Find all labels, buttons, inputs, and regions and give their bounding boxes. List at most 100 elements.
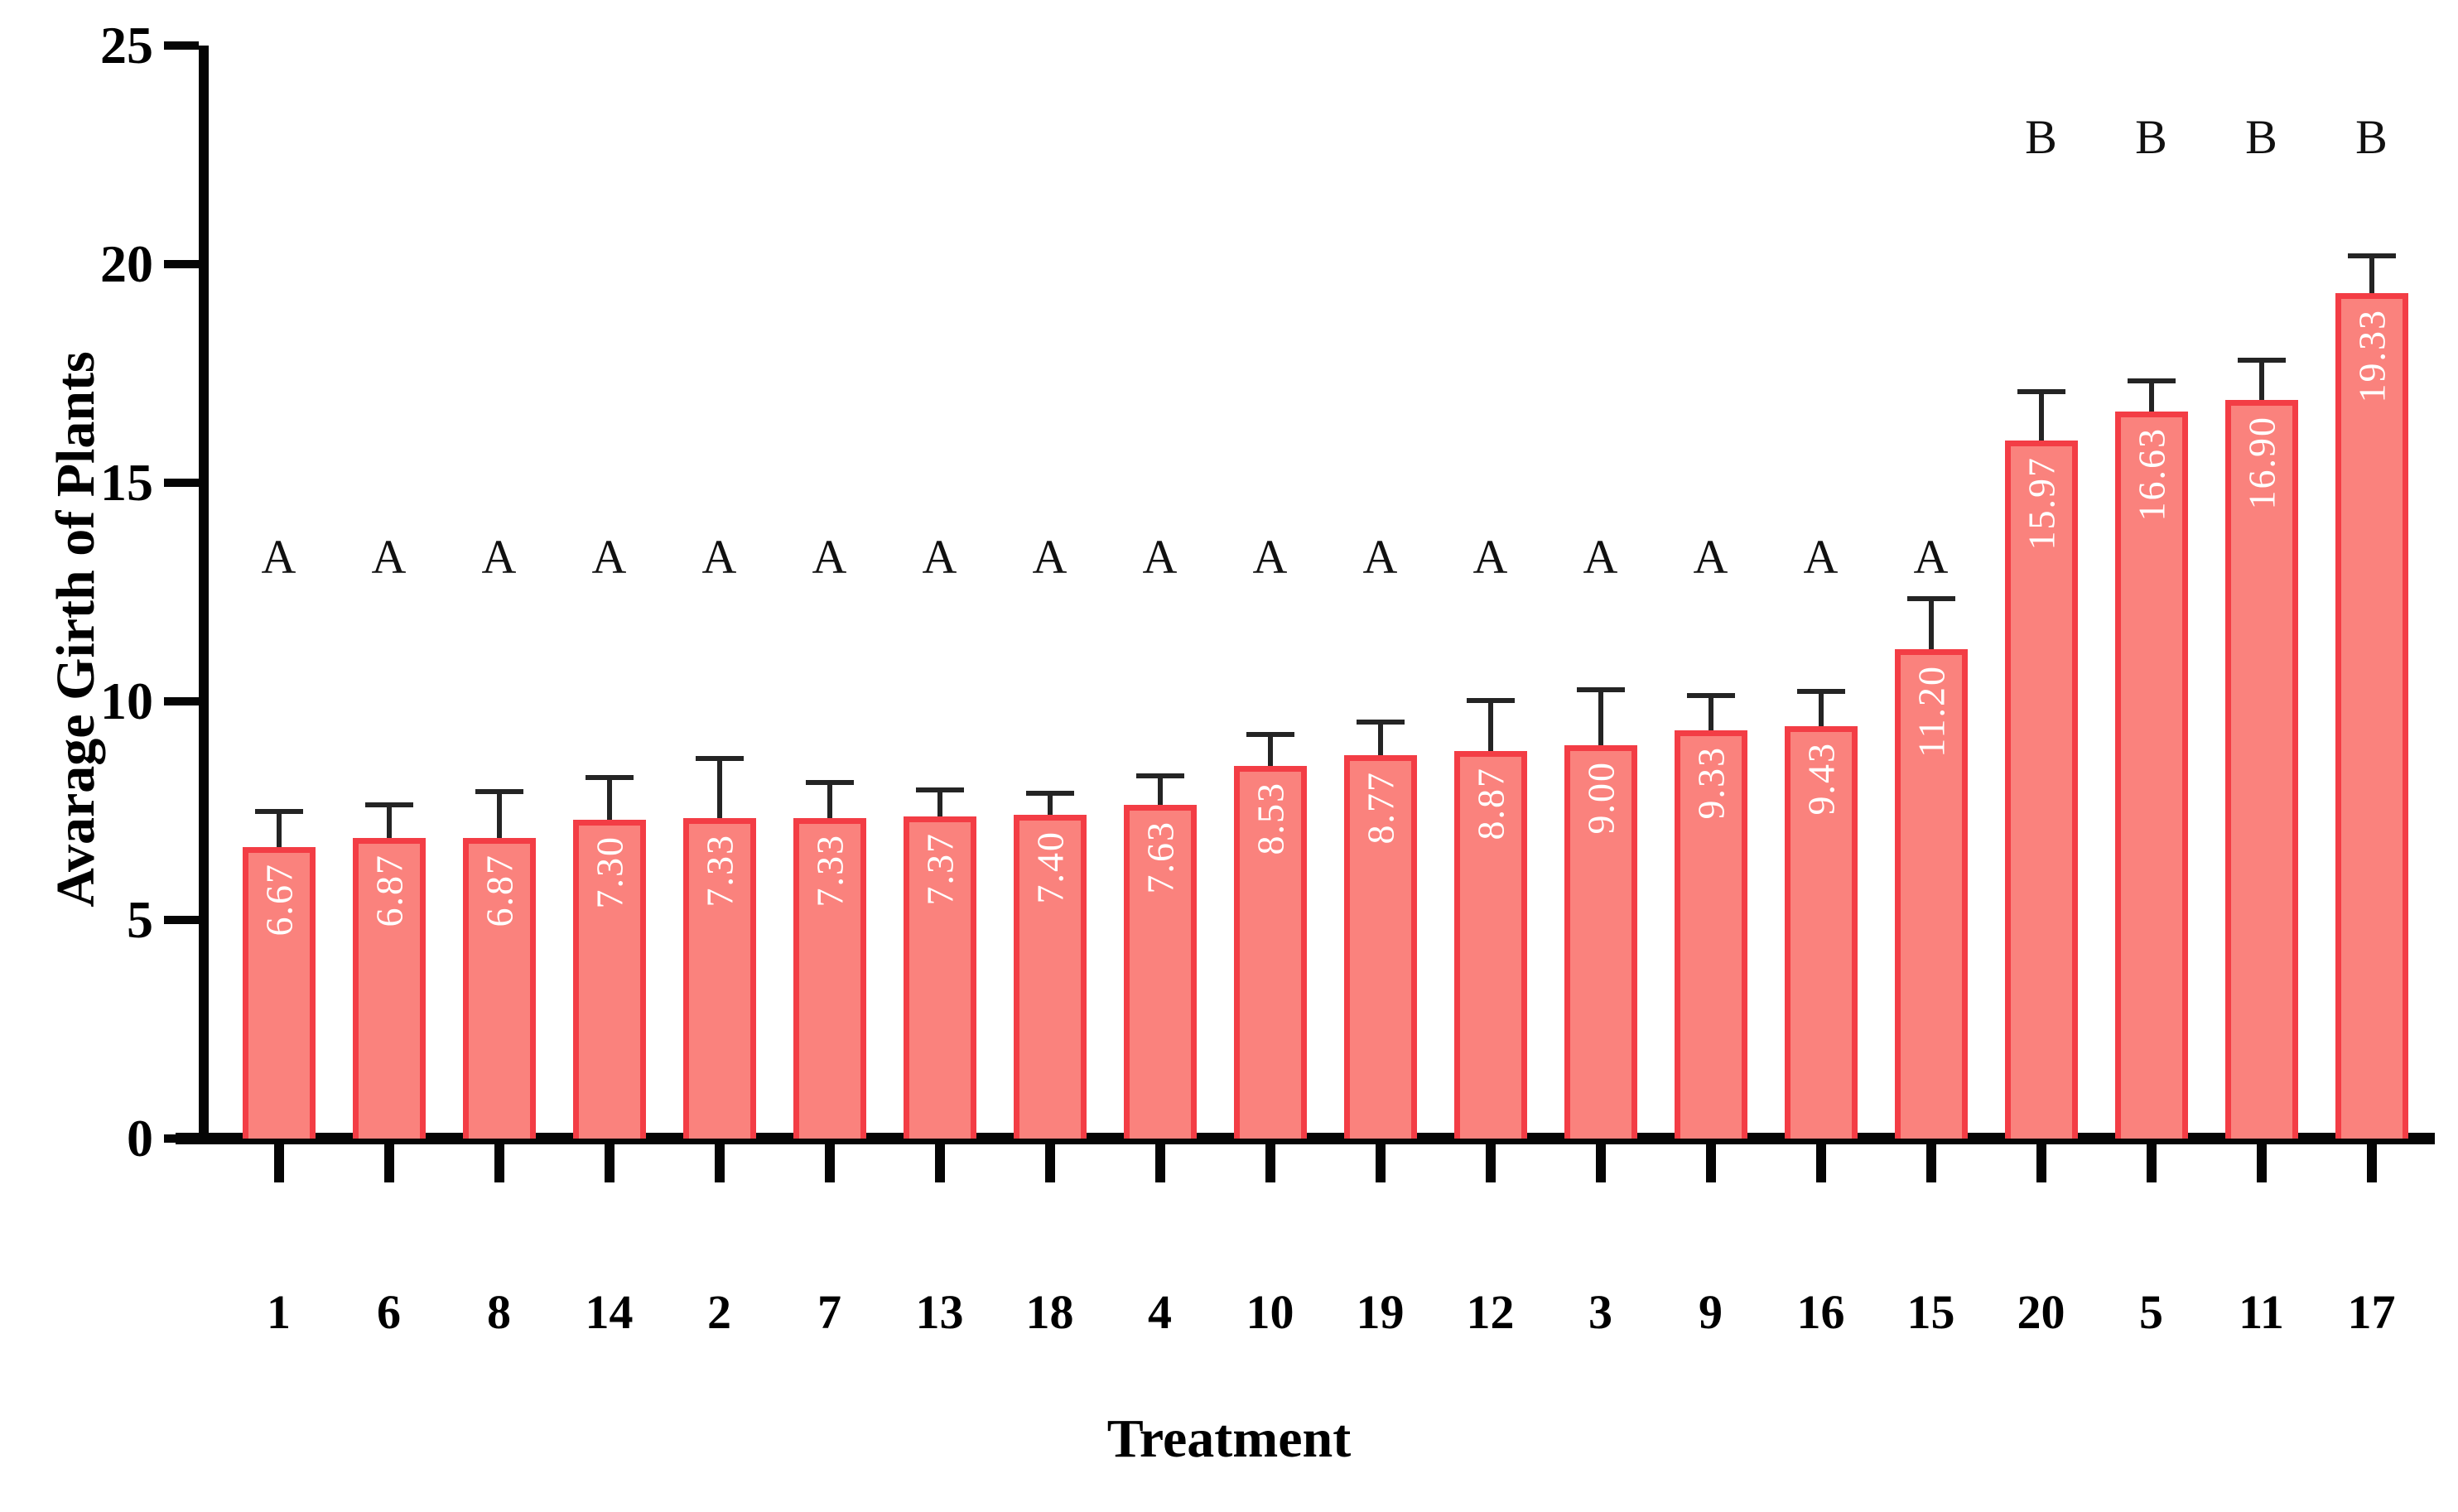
bar: 6.87 [462, 838, 536, 1139]
bar-value-label: 9.33 [1689, 746, 1732, 820]
bar-value-label: 11.20 [1910, 664, 1952, 758]
x-tick-label: 7 [817, 1285, 841, 1339]
x-tick-label: 13 [915, 1285, 964, 1339]
significance-letter: A [1693, 529, 1728, 584]
bar-slot: 8.77 A [1325, 46, 1435, 1139]
x-tick-label: 2 [707, 1285, 731, 1339]
y-axis-title: Avarage Girth of Plants [46, 351, 106, 908]
bar: 7.33 [793, 817, 866, 1139]
x-tick [383, 1144, 394, 1182]
bar-slot: 9.33 A [1656, 46, 1766, 1139]
error-bar-line [2369, 258, 2374, 300]
bar-value-label: 6.67 [258, 862, 300, 937]
x-tick-label: 9 [1699, 1285, 1723, 1339]
bar: 9.43 [1784, 726, 1858, 1139]
x-tick-label: 1 [267, 1285, 291, 1339]
x-tick [604, 1144, 614, 1182]
significance-letter: A [1913, 529, 1949, 584]
x-tick [1154, 1144, 1165, 1182]
x-tick [2036, 1144, 2046, 1182]
x-tick-label: 19 [1356, 1285, 1405, 1339]
significance-letter: A [1252, 529, 1288, 584]
error-bar-cap [1135, 773, 1184, 779]
x-axis-title: Treatment [1106, 1408, 1352, 1469]
bar-slot: 7.33 A [664, 46, 774, 1139]
bar: 7.63 [1123, 805, 1197, 1139]
bar-slot: 16.90 B [2206, 46, 2316, 1139]
significance-letter: B [2245, 109, 2277, 164]
bar-value-label: 7.33 [808, 833, 851, 908]
x-tick-label: 14 [585, 1285, 634, 1339]
error-bar-line [2038, 394, 2044, 446]
significance-letter: A [1142, 529, 1178, 584]
bar: 7.33 [682, 817, 756, 1139]
bar-slot: 9.00 A [1545, 46, 1656, 1139]
significance-letter: A [481, 529, 517, 584]
error-bar-cap [2127, 378, 2176, 383]
bar-slot: 15.97 B [1986, 46, 2096, 1139]
bar: 15.97 [2004, 440, 2078, 1139]
bar-value-label: 15.97 [2020, 455, 2062, 551]
y-tick-label: 25 [100, 16, 153, 75]
error-bar-line [2258, 362, 2264, 406]
bar: 7.30 [572, 819, 646, 1139]
x-tick [1595, 1144, 1606, 1182]
x-tick [1705, 1144, 1716, 1182]
y-tick [164, 41, 199, 50]
significance-letter: B [2355, 109, 2388, 164]
error-bar-line [827, 785, 832, 824]
y-tick [164, 1134, 199, 1143]
significance-letter: A [1472, 529, 1508, 584]
error-bar-line [1598, 692, 1603, 751]
error-bar-line [1928, 600, 1934, 655]
x-tick-label: 3 [1588, 1285, 1612, 1339]
x-tick [2146, 1144, 2157, 1182]
bar-slot: 7.33 A [774, 46, 884, 1139]
error-bar-cap [805, 780, 854, 786]
x-tick [2256, 1144, 2267, 1182]
bar-value-label: 7.40 [1029, 831, 1071, 904]
significance-letter: A [1032, 529, 1068, 584]
error-bar-cap [2237, 357, 2286, 363]
x-tick-label: 4 [1148, 1285, 1172, 1339]
bar-value-label: 7.63 [1139, 821, 1181, 894]
bar: 6.87 [352, 838, 426, 1139]
x-tick [1265, 1144, 1275, 1182]
error-bar-line [1377, 725, 1383, 761]
error-bar-cap [1906, 595, 1955, 601]
bar-slot: 6.87 A [334, 46, 444, 1139]
error-bar-cap [364, 802, 413, 808]
bar: 8.53 [1233, 765, 1307, 1139]
significance-letter: A [371, 529, 407, 584]
x-tick [2366, 1144, 2377, 1182]
error-bar-line [1047, 795, 1053, 821]
bar-slot: 16.63 B [2096, 46, 2206, 1139]
significance-letter: A [701, 529, 737, 584]
bar-slot: 11.20 A [1876, 46, 1986, 1139]
bar: 8.77 [1343, 754, 1417, 1139]
significance-letter: A [1362, 529, 1398, 584]
bar-slot: 7.63 A [1105, 46, 1215, 1139]
error-bar-line [496, 794, 502, 845]
bar: 11.20 [1894, 648, 1968, 1139]
error-bar-line [276, 814, 282, 853]
bar-slot: 8.53 A [1215, 46, 1325, 1139]
y-tick-label: 20 [100, 234, 153, 293]
y-tick [164, 916, 199, 924]
error-bar-cap [1686, 692, 1735, 698]
significance-letter: B [2135, 109, 2167, 164]
bar: 9.33 [1674, 730, 1747, 1139]
error-bar-cap [585, 775, 634, 781]
error-bar-line [1708, 697, 1713, 737]
bar: 16.90 [2224, 399, 2298, 1139]
error-bar-cap [1796, 688, 1845, 694]
bar-slot: 7.30 A [554, 46, 664, 1139]
x-tick [1815, 1144, 1826, 1182]
bar-value-label: 7.30 [588, 835, 630, 909]
bar-value-label: 7.37 [918, 831, 961, 906]
error-bar-line [1818, 693, 1824, 733]
x-tick [1485, 1144, 1496, 1182]
error-bar-line [2148, 383, 2154, 417]
bar: 8.87 [1453, 750, 1527, 1139]
bar: 19.33 [2335, 293, 2408, 1139]
